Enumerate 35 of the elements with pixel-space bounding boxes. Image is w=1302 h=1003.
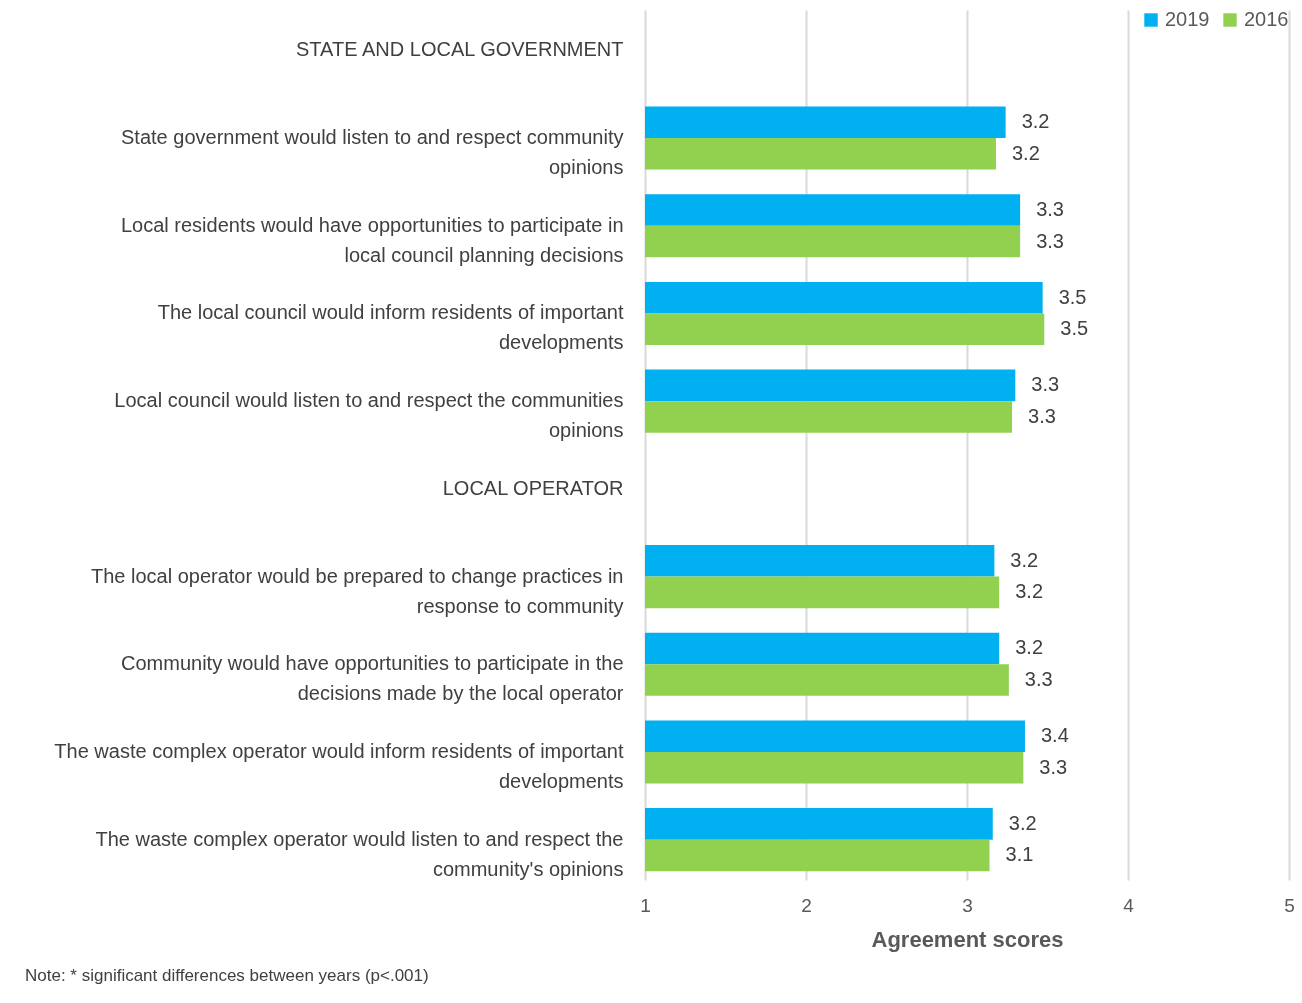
data-label: 3.1 bbox=[1005, 843, 1034, 866]
data-label: 3.3 bbox=[1031, 373, 1060, 396]
y-tick-label: The local operator would be prepared to change practices in response to community bbox=[90, 564, 624, 617]
data-label: 3.2 bbox=[1010, 548, 1039, 571]
data-label: 3.3 bbox=[1036, 229, 1064, 252]
data-label: 3.2 bbox=[1015, 636, 1044, 659]
y-tick-label: LOCAL OPERATOR bbox=[442, 476, 624, 499]
x-tick-label: 4 bbox=[1123, 894, 1135, 916]
x-tick-label: 5 bbox=[1284, 894, 1295, 916]
legend-label: 2016 bbox=[1244, 8, 1289, 30]
text: Note: * significant differences between years (p<.001) bbox=[25, 966, 429, 985]
y-tick-label: STATE AND LOCAL GOVERNMENT bbox=[296, 38, 624, 61]
data-label: 3.3 bbox=[1036, 197, 1064, 220]
legend-label: 2019 bbox=[1165, 8, 1210, 30]
data-label: 3.5 bbox=[1060, 317, 1089, 340]
data-label: 3.4 bbox=[1040, 724, 1069, 747]
x-tick-label: 2 bbox=[801, 894, 812, 916]
data-label: 3.3 bbox=[1028, 404, 1056, 427]
y-tick-label: The waste complex operator would inform residents of important developments bbox=[54, 739, 624, 792]
y-tick-label: State government would listen to and respect community opinions bbox=[121, 126, 624, 179]
x-axis-title: Agreement scores bbox=[871, 926, 1064, 952]
data-label: 3.2 bbox=[1021, 110, 1050, 133]
data-label: 3.2 bbox=[1008, 811, 1037, 834]
y-tick-label: Local residents would have opportunities to participate in local council planning decisions bbox=[120, 213, 624, 266]
data-label: 3.3 bbox=[1039, 755, 1068, 778]
y-tick-label: Local council would listen to and respect the communities opinions bbox=[114, 389, 624, 442]
x-tick-label: 3 bbox=[962, 894, 973, 916]
data-label: 3.3 bbox=[1024, 668, 1053, 691]
data-label: 3.2 bbox=[1011, 141, 1040, 164]
y-tick-label: The waste complex operator would listen to and respect the community's opinions bbox=[95, 827, 624, 880]
y-tick-label: Community would have opportunities to participate in the decisions made by the local operator bbox=[121, 652, 624, 705]
x-tick-label: 1 bbox=[640, 894, 651, 916]
y-tick-label: The local council would inform residents of important developments bbox=[157, 301, 624, 354]
data-label: 3.5 bbox=[1058, 285, 1087, 308]
data-label: 3.2 bbox=[1015, 580, 1044, 603]
